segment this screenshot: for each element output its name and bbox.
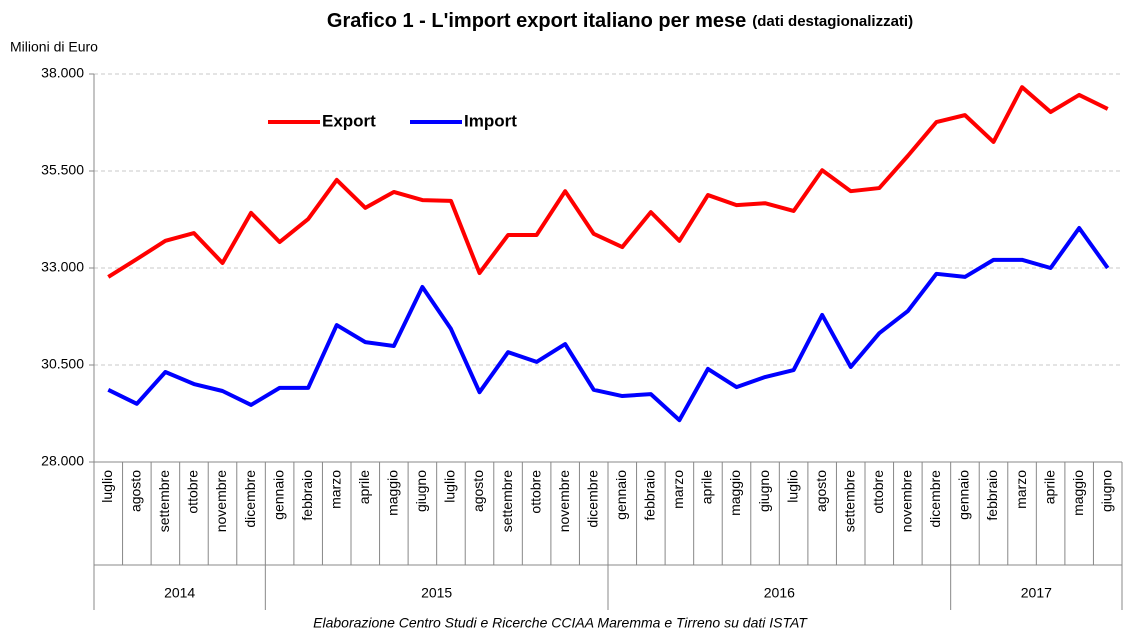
- y-tick-label: 28.000: [41, 453, 84, 469]
- x-tick-label: luglio: [442, 470, 458, 503]
- x-tick-label: marzo: [670, 470, 686, 509]
- x-tick-label: gennaio: [270, 470, 286, 520]
- x-tick-label: dicembre: [242, 470, 258, 528]
- x-tick-label: maggio: [727, 470, 743, 516]
- x-tick-label: novembre: [899, 470, 915, 532]
- x-tick-label: giugno: [1098, 470, 1114, 512]
- x-tick-label: aprile: [356, 470, 372, 504]
- x-tick-label: marzo: [1013, 470, 1029, 509]
- y-tick-label: 35.500: [41, 162, 84, 178]
- series-line: [107, 85, 1109, 279]
- title-main: Grafico 1 - L'import export italiano per…: [327, 10, 746, 32]
- x-tick-label: febbraio: [984, 470, 1000, 521]
- x-tick-label: luglio: [99, 470, 115, 503]
- group-label: 2017: [1021, 585, 1052, 601]
- x-tick-label: gennaio: [613, 470, 629, 520]
- x-tick-label: novembre: [556, 470, 572, 532]
- y-tick-label: 30.500: [41, 356, 84, 372]
- x-tick-label: giugno: [756, 470, 772, 512]
- y-tick-label: 33.000: [41, 259, 84, 275]
- x-tick-label: aprile: [1041, 470, 1057, 504]
- x-tick-label: dicembre: [584, 470, 600, 528]
- group-label: 2015: [421, 585, 452, 601]
- x-tick-label: agosto: [470, 470, 486, 512]
- group-label: 2016: [764, 585, 795, 601]
- x-tick-label: giugno: [413, 470, 429, 512]
- x-tick-label: ottobre: [185, 470, 201, 514]
- x-tick-label: maggio: [385, 470, 401, 516]
- y-axis-label: Milioni di Euro: [10, 39, 98, 55]
- chart-title: Grafico 1 - L'import export italiano per…: [327, 10, 913, 32]
- x-tick-label: settembre: [156, 470, 172, 532]
- x-tick-label: dicembre: [927, 470, 943, 528]
- x-tick-label: agosto: [128, 470, 144, 512]
- x-tick-label: febbraio: [642, 470, 658, 521]
- y-tick-label: 38.000: [41, 65, 84, 81]
- x-tick-label: maggio: [1070, 470, 1086, 516]
- x-tick-label: febbraio: [299, 470, 315, 521]
- x-tick-label: gennaio: [956, 470, 972, 520]
- x-tick-label: novembre: [213, 470, 229, 532]
- source-note: Elaborazione Centro Studi e Ricerche CCI…: [313, 615, 808, 631]
- series-line: [107, 226, 1110, 423]
- title-note: (dati destagionalizzati): [752, 13, 913, 30]
- x-tick-label: marzo: [327, 470, 343, 509]
- x-tick-label: settembre: [841, 470, 857, 532]
- x-tick-label: luglio: [784, 470, 800, 503]
- x-tick-label: settembre: [499, 470, 515, 532]
- legend-label: Export: [322, 111, 376, 130]
- x-tick-label: agosto: [813, 470, 829, 512]
- group-label: 2014: [164, 585, 195, 601]
- x-tick-label: ottobre: [870, 470, 886, 514]
- legend-label: Import: [464, 111, 517, 130]
- x-tick-label: ottobre: [527, 470, 543, 514]
- x-tick-label: aprile: [699, 470, 715, 504]
